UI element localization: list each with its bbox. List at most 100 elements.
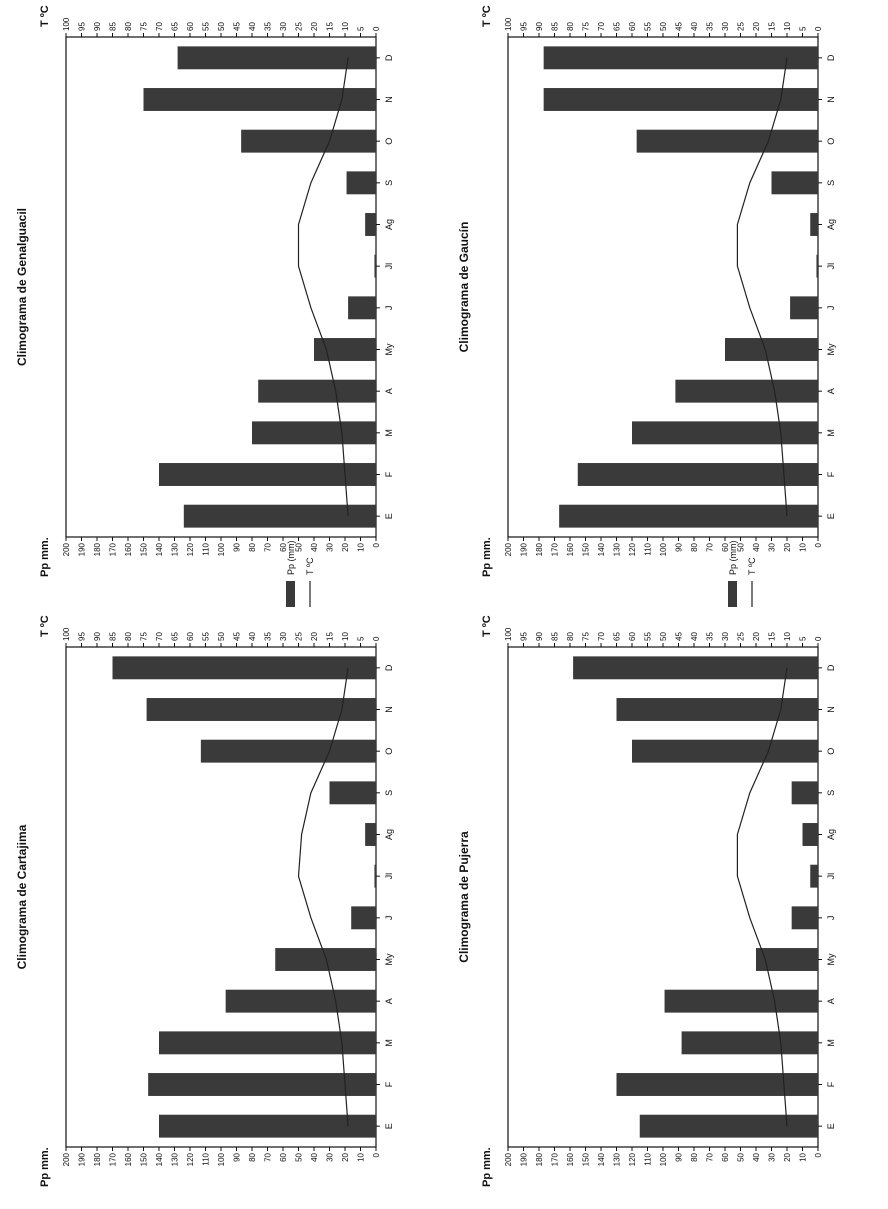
y2-axis-title: T ºC [39, 615, 51, 637]
legend-bar-label: Pp (mm) [728, 541, 738, 576]
y-tick-label: 130 [613, 542, 622, 556]
y-tick-label: 100 [217, 542, 226, 556]
y2-axis-title: T ºC [481, 5, 493, 27]
x-tick-label: O [384, 748, 394, 755]
y2-tick-label: 25 [737, 22, 746, 31]
precip-bar [681, 1031, 818, 1055]
y2-tick-label: 95 [78, 632, 87, 641]
y2-tick-label: 40 [248, 22, 257, 31]
y-tick-label: 120 [186, 542, 195, 556]
legend-bar-swatch [728, 581, 737, 607]
y2-tick-label: 100 [504, 17, 513, 31]
x-tick-label: J [384, 916, 394, 921]
precip-bar [675, 379, 818, 403]
y-tick-label: 140 [597, 542, 606, 556]
precip-bar [200, 739, 376, 763]
y2-tick-label: 20 [310, 22, 319, 31]
y-tick-label: 180 [535, 1152, 544, 1166]
y-tick-label: 30 [768, 542, 777, 551]
precip-bar [177, 46, 376, 70]
y2-tick-label: 95 [520, 22, 529, 31]
y-tick-label: 170 [109, 1152, 118, 1166]
x-tick-label: My [384, 953, 394, 965]
y2-tick-label: 75 [140, 22, 149, 31]
y2-tick-label: 25 [295, 22, 304, 31]
y2-tick-label: 45 [233, 632, 242, 641]
y2-tick-label: 40 [248, 632, 257, 641]
precip-bar [329, 781, 376, 805]
y-axis-title: Pp mm. [481, 1147, 493, 1187]
precip-bar [816, 254, 819, 278]
chart-title: Climograma de Gaucín [457, 222, 471, 353]
y2-tick-label: 0 [372, 636, 381, 641]
y2-tick-label: 90 [93, 632, 102, 641]
x-tick-label: A [826, 998, 836, 1004]
chart-title: Climograma de Pujerra [457, 831, 471, 963]
precip-bar [365, 213, 376, 236]
y2-tick-label: 80 [566, 632, 575, 641]
y-tick-label: 40 [752, 542, 761, 551]
x-tick-label: E [384, 513, 394, 519]
legend-bar-swatch [286, 581, 295, 607]
y-tick-label: 70 [264, 542, 273, 551]
y-tick-label: 10 [357, 1152, 366, 1161]
y-tick-label: 90 [675, 1152, 684, 1161]
precip-bar [112, 656, 376, 680]
y-tick-label: 90 [233, 542, 242, 551]
y2-tick-label: 5 [799, 26, 808, 31]
precip-bar [346, 171, 376, 195]
y-tick-label: 10 [357, 542, 366, 551]
y2-tick-label: 35 [706, 632, 715, 641]
x-tick-label: N [826, 96, 836, 103]
x-tick-label: A [384, 998, 394, 1004]
y2-tick-label: 80 [566, 22, 575, 31]
precip-bar [639, 1114, 818, 1138]
precip-bar [771, 171, 818, 195]
precip-bar [374, 864, 377, 888]
y2-tick-label: 45 [675, 22, 684, 31]
x-tick-label: M [384, 1039, 394, 1047]
y2-tick-label: 60 [628, 632, 637, 641]
precip-bar [365, 823, 376, 846]
y-tick-label: 50 [295, 1152, 304, 1161]
y2-tick-label: 85 [551, 22, 560, 31]
y-tick-label: 160 [566, 1152, 575, 1166]
x-tick-label: N [384, 96, 394, 103]
x-tick-label: S [384, 790, 394, 796]
y-tick-label: 70 [706, 1152, 715, 1161]
temperature-line [736, 57, 788, 517]
y2-tick-label: 65 [171, 22, 180, 31]
y2-tick-label: 10 [341, 632, 350, 641]
y2-tick-label: 35 [264, 632, 273, 641]
x-tick-label: O [384, 138, 394, 145]
y2-tick-label: 0 [814, 26, 823, 31]
x-tick-label: My [384, 343, 394, 355]
precip-bar [577, 463, 818, 486]
y-tick-label: 150 [140, 542, 149, 556]
y-tick-label: 70 [706, 542, 715, 551]
y-tick-label: 190 [520, 542, 529, 556]
climogram-0: Climograma de Cartajima Pp mm. T ºC 0 10 20 30… [15, 541, 394, 1188]
y-tick-label: 120 [628, 1152, 637, 1166]
y2-tick-label: 85 [551, 632, 560, 641]
precip-bar [632, 421, 818, 445]
y2-tick-label: 70 [155, 632, 164, 641]
y2-tick-label: 0 [372, 26, 381, 31]
y-tick-label: 0 [372, 542, 381, 547]
y-tick-label: 130 [613, 1152, 622, 1166]
y2-tick-label: 100 [62, 627, 71, 641]
legend-line-label: T ºC [305, 557, 315, 575]
y-tick-label: 60 [279, 542, 288, 551]
y2-tick-label: 70 [597, 22, 606, 31]
x-tick-label: Ag [826, 219, 836, 230]
precip-bar [241, 129, 376, 153]
y2-tick-label: 20 [310, 632, 319, 641]
y2-tick-label: 95 [78, 22, 87, 31]
precip-bar [159, 1031, 376, 1055]
precip-bar [183, 504, 376, 528]
precip-bar [159, 1114, 376, 1138]
y-tick-label: 20 [783, 1152, 792, 1161]
y-tick-label: 30 [768, 1152, 777, 1161]
y2-tick-label: 50 [659, 632, 668, 641]
x-tick-label: N [826, 706, 836, 713]
